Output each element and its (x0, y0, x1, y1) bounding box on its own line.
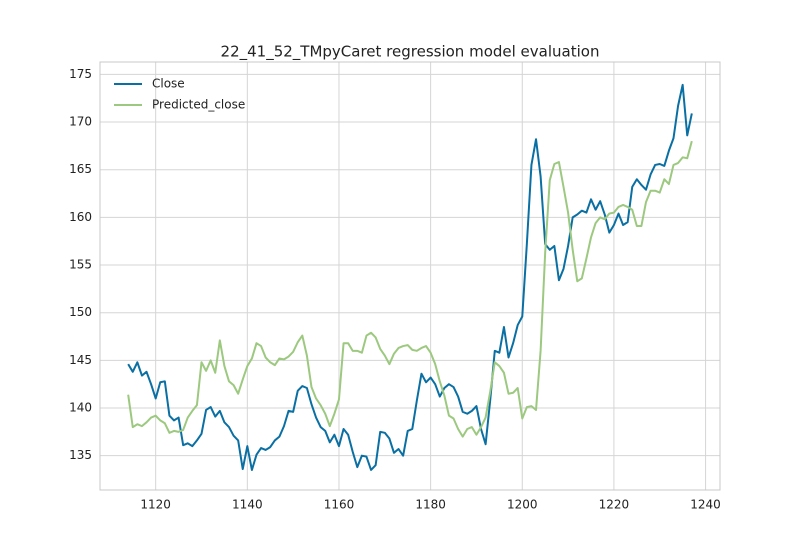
y-tick-label: 165 (69, 162, 92, 176)
x-tick-label: 1200 (507, 498, 538, 512)
series-line (127, 140, 693, 438)
legend-label: Close (152, 77, 185, 91)
chart-title: 22_41_52_TMpyCaret regression model eval… (221, 43, 600, 62)
plot-area (100, 62, 720, 490)
x-tick-label: 1160 (324, 498, 355, 512)
x-tick-label: 1180 (415, 498, 446, 512)
x-tick-label: 1240 (690, 498, 721, 512)
legend-label: Predicted_close (152, 98, 245, 112)
legend: Close Predicted_close (114, 77, 245, 112)
y-tick-label: 150 (69, 305, 92, 319)
y-tick-label: 135 (69, 448, 92, 462)
plot-frame (99, 61, 721, 491)
series-line (127, 83, 693, 471)
y-tick-label: 145 (69, 353, 92, 367)
x-tick-label: 1140 (232, 498, 263, 512)
y-tick-label: 175 (69, 67, 92, 81)
y-tick-label: 170 (69, 115, 92, 129)
y-tick-label: 140 (69, 401, 92, 415)
x-tick-label: 1220 (599, 498, 630, 512)
y-tick-label: 155 (69, 258, 92, 272)
x-tick-label: 1120 (140, 498, 171, 512)
y-tick-label: 160 (69, 210, 92, 224)
